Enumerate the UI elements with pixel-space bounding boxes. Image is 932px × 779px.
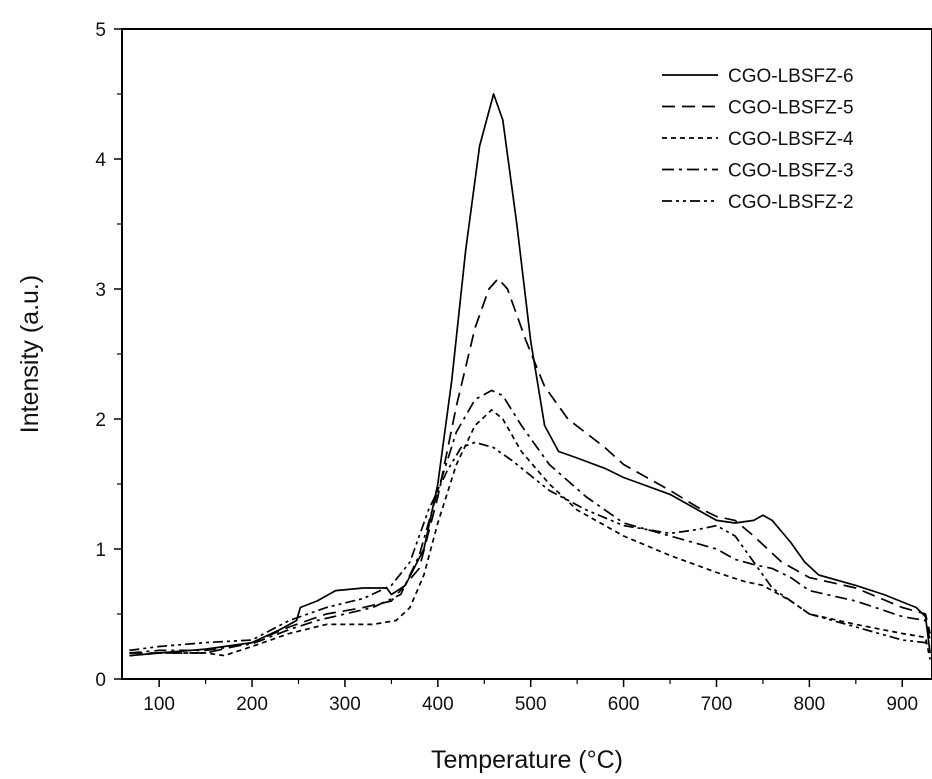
legend: CGO-LBSFZ-6 CGO-LBSFZ-5 CGO-LBSFZ-4 CGO-LBS…	[662, 66, 854, 213]
legend-label-5: CGO-LBSFZ-2	[728, 192, 854, 213]
y-tick-label: 0	[95, 670, 106, 691]
y-tick-label: 2	[95, 410, 106, 431]
x-axis-title: Temperature (°C)	[431, 746, 623, 774]
series-line-1	[129, 93, 931, 657]
series-line-5	[129, 441, 931, 652]
x-tick-label: 600	[608, 694, 640, 715]
x-tick-label: 900	[886, 694, 918, 715]
legend-label-1: CGO-LBSFZ-6	[728, 66, 854, 87]
legend-label-3: CGO-LBSFZ-4	[728, 129, 854, 150]
axis-ticks	[114, 28, 904, 687]
tick-labels: 100 200 300 400 500 600 700 800 900 0 1 2 3 4 5	[95, 20, 918, 715]
legend-label-4: CGO-LBSFZ-3	[728, 161, 854, 182]
y-axis-title: Intensity (a.u.)	[16, 275, 44, 433]
series-line-4	[129, 389, 931, 654]
x-tick-label: 700	[701, 694, 733, 715]
series-line-2	[129, 277, 931, 654]
y-tick-label: 5	[95, 20, 106, 41]
y-tick-label: 1	[95, 540, 106, 561]
x-tick-label: 800	[794, 694, 826, 715]
plot-frame	[121, 28, 932, 680]
series-line-3	[129, 409, 931, 660]
x-tick-label: 500	[515, 694, 547, 715]
y-tick-label: 3	[95, 280, 106, 301]
legend-label-2: CGO-LBSFZ-5	[728, 98, 854, 119]
x-tick-label: 100	[143, 694, 175, 715]
x-tick-label: 200	[236, 694, 268, 715]
x-tick-label: 300	[329, 694, 361, 715]
series-layer	[129, 93, 931, 660]
x-tick-label: 400	[422, 694, 454, 715]
y-tick-label: 4	[95, 150, 106, 171]
